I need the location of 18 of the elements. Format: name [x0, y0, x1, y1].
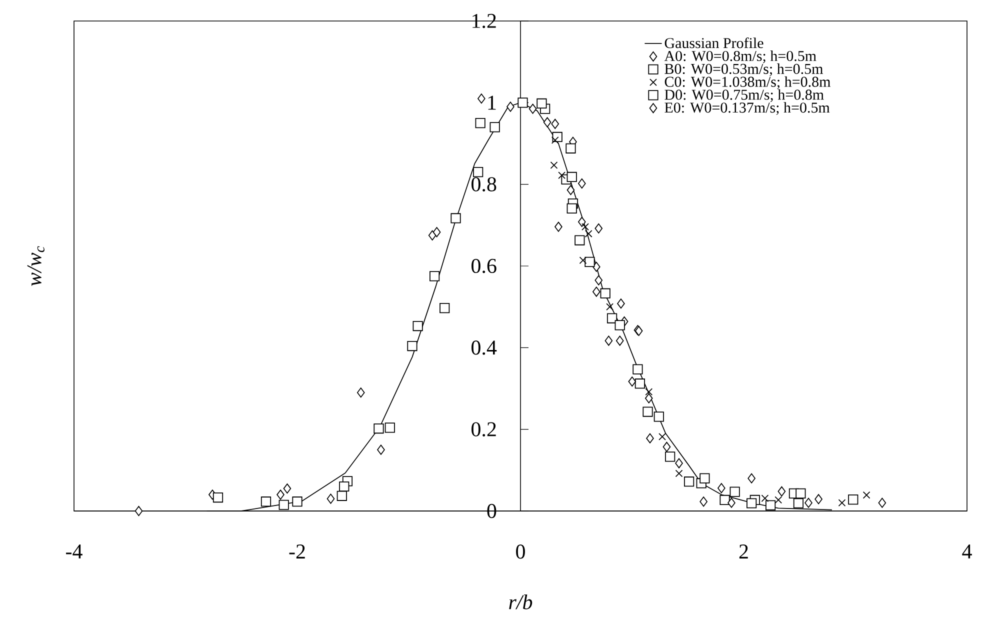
x-tick-label: -2 [289, 544, 305, 558]
legend-label: B0: W0=0.53m/s; h=0.5m [664, 63, 824, 76]
legend-label: Gaussian Profile [664, 37, 764, 48]
x-tick-label: -4 [66, 544, 82, 558]
y-tick-label: 0.6 [472, 258, 496, 274]
y-tick-label: 0.4 [472, 340, 497, 355]
x-tick-label: 0 [516, 544, 525, 559]
x-tick-label: 2 [739, 544, 748, 558]
y-tick-label: 1 [488, 96, 496, 110]
y-tick-label: 0.8 [472, 177, 496, 192]
legend-label: A0: W0=0.8m/s; h=0.5m [664, 50, 816, 64]
x-tick-label: 4 [962, 544, 972, 558]
legend-label: D0: W0=0.75m/s; h=0.8m [664, 89, 824, 102]
x-axis-title: r/b [509, 594, 532, 610]
legend-label: E0: W0=0.137m/s; h=0.5m [664, 102, 830, 115]
legend-label: C0: W0=1.038m/s; h=0.8m [664, 76, 831, 90]
y-tick-label: 0.2 [472, 422, 496, 436]
y-axis-title: w/w$_{c}$ [27, 246, 44, 286]
